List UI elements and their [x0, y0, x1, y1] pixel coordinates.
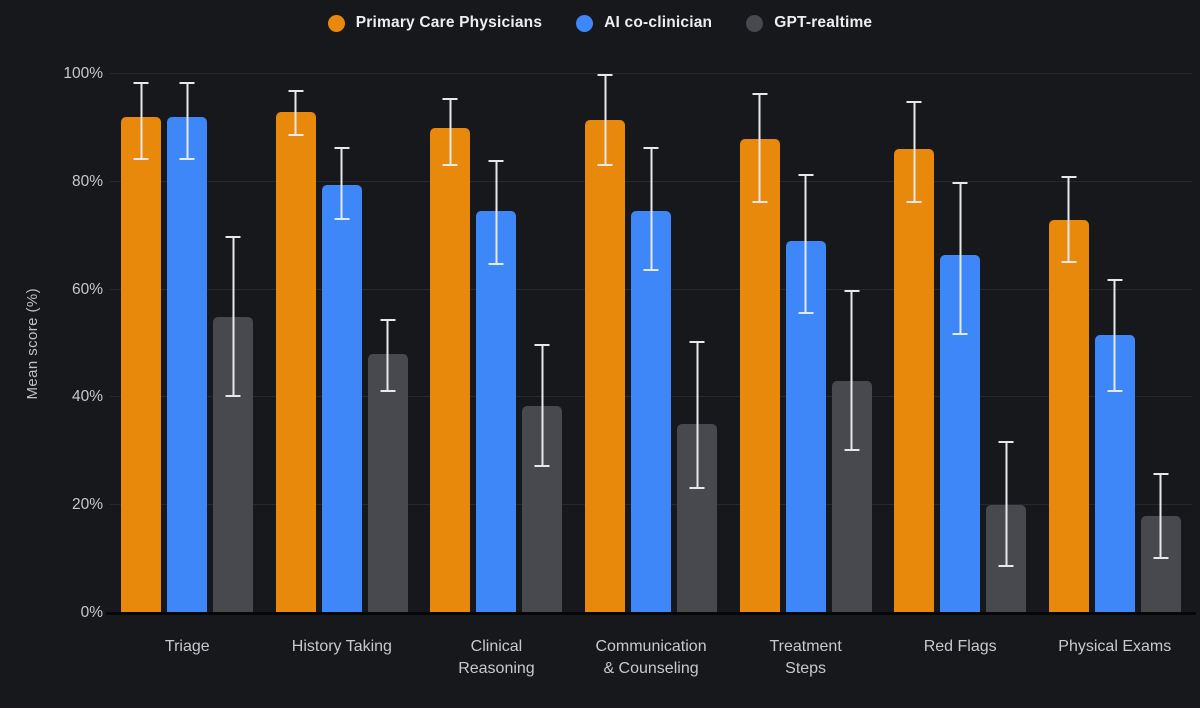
bar-slot [1094, 74, 1135, 613]
bar-primary-care-physicians-history-taking [275, 111, 316, 613]
legend-item-primary-care-physicians[interactable]: Primary Care Physicians [327, 14, 543, 32]
bar-slot [321, 74, 362, 613]
error-bar-ai-co-clinician-communication-counseling [643, 146, 659, 271]
legend-item-gpt-realtime[interactable]: GPT-realtime [746, 14, 872, 32]
bar-primary-care-physicians-clinical-reasoning [430, 127, 471, 613]
bar-slot [831, 74, 872, 613]
bar-group-triage [110, 74, 265, 613]
bar-slot [213, 74, 254, 613]
x-category-label-physical-exams: Physical Exams [1058, 638, 1172, 655]
error-bar-ai-co-clinician-treatment-steps [798, 173, 814, 314]
bar-slot [785, 74, 826, 613]
bar-primary-care-physicians-red-flags [894, 149, 935, 613]
x-category-label-clinical-reasoning: Clinical Reasoning [458, 638, 535, 677]
bar-slot [367, 74, 408, 613]
bar-slot [522, 74, 563, 613]
y-axis-ticks: 0% 20% 40% 60% 80% 100% [0, 65, 103, 621]
legend: Primary Care Physicians AI co-clinician GP… [0, 14, 1200, 32]
x-axis-line [106, 612, 1196, 615]
bar-slot [1048, 74, 1089, 613]
x-category-label-history-taking: History Taking [291, 638, 392, 655]
legend-swatch-icon [576, 14, 594, 32]
legend-swatch-icon [746, 14, 764, 32]
bar-primary-care-physicians-treatment-steps [739, 138, 780, 613]
x-category-label-red-flags: Red Flags [923, 638, 997, 655]
error-bar-ai-co-clinician-history-taking [334, 146, 350, 220]
y-tick-label: 40% [71, 388, 103, 406]
error-bar-ai-co-clinician-physical-exams [1107, 278, 1123, 393]
bar-slot [739, 74, 780, 613]
error-bar-ai-co-clinician-red-flags [952, 181, 968, 336]
bar-group-communication-counseling [574, 74, 729, 613]
y-tick-label: 0% [80, 604, 103, 621]
legend-item-ai-co-clinician[interactable]: AI co-clinician [576, 14, 712, 32]
error-bar-primary-care-physicians-triage [133, 82, 149, 161]
bar-groups [110, 74, 1192, 613]
bar-slot [1140, 74, 1181, 613]
bar-ai-co-clinician-triage [167, 117, 208, 613]
error-bar-primary-care-physicians-history-taking [288, 90, 304, 136]
bar-group-physical-exams [1037, 74, 1192, 613]
error-bar-primary-care-physicians-communication-counseling [597, 74, 613, 166]
error-bar-gpt-realtime-triage [225, 235, 241, 398]
error-bar-primary-care-physicians-red-flags [906, 100, 922, 204]
y-tick-label: 100% [63, 65, 103, 82]
legend-label: AI co-clinician [604, 14, 713, 31]
error-bar-gpt-realtime-clinical-reasoning [534, 343, 550, 468]
bar-slot [275, 74, 316, 613]
y-tick-label: 20% [71, 496, 103, 514]
legend-swatch-icon [327, 14, 345, 32]
y-tick-label: 80% [71, 172, 103, 190]
bar-slot [631, 74, 672, 613]
error-bar-gpt-realtime-history-taking [380, 319, 396, 393]
bar-slot [986, 74, 1027, 613]
bar-group-treatment-steps [728, 74, 883, 613]
bar-slot [476, 74, 517, 613]
bar-group-history-taking [265, 74, 420, 613]
bar-primary-care-physicians-physical-exams [1048, 219, 1089, 613]
legend-label: GPT-realtime [774, 14, 873, 31]
error-bar-primary-care-physicians-clinical-reasoning [442, 98, 458, 166]
bar-slot [430, 74, 471, 613]
bar-primary-care-physicians-triage [121, 117, 162, 613]
error-bar-gpt-realtime-red-flags [998, 440, 1014, 568]
plot-area [106, 73, 1196, 615]
error-bar-ai-co-clinician-triage [179, 82, 195, 161]
y-tick-label: 60% [71, 280, 103, 298]
gridline [110, 73, 1192, 74]
bar-primary-care-physicians-communication-counseling [585, 119, 626, 613]
bar-slot [121, 74, 162, 613]
bar-slot [940, 74, 981, 613]
bar-gpt-realtime-history-taking [367, 354, 408, 613]
error-bar-ai-co-clinician-clinical-reasoning [488, 160, 504, 266]
error-bar-primary-care-physicians-physical-exams [1061, 176, 1077, 263]
bar-slot [585, 74, 626, 613]
x-category-label-triage: Triage [164, 638, 210, 655]
bar-group-clinical-reasoning [419, 74, 574, 613]
bar-group-red-flags [883, 74, 1038, 613]
x-category-label-treatment-steps: Treatment Steps [769, 638, 842, 677]
error-bar-primary-care-physicians-treatment-steps [752, 92, 768, 204]
error-bar-gpt-realtime-treatment-steps [844, 289, 860, 452]
bar-ai-co-clinician-clinical-reasoning [476, 211, 517, 613]
bar-ai-co-clinician-communication-counseling [631, 211, 672, 613]
bar-slot [677, 74, 718, 613]
error-bar-gpt-realtime-communication-counseling [689, 340, 705, 490]
error-bar-gpt-realtime-physical-exams [1153, 472, 1169, 560]
legend-label: Primary Care Physicians [355, 14, 543, 31]
x-category-labels: Triage History Taking Clinical Reasoning Com… [110, 636, 1192, 679]
x-category-label-communication-counseling: Communication & Counseling [595, 638, 707, 677]
bar-slot [894, 74, 935, 613]
bar-ai-co-clinician-history-taking [321, 184, 362, 613]
bar-slot [167, 74, 208, 613]
